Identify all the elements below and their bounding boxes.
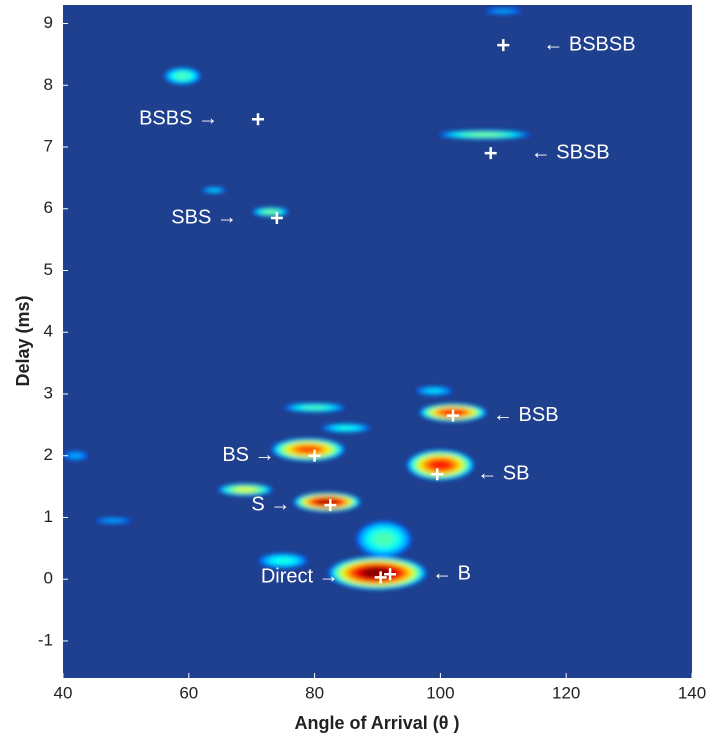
marker-plus bbox=[270, 212, 283, 225]
annotation-label: SBS → bbox=[171, 206, 237, 228]
x-tick-label: 140 bbox=[678, 683, 706, 702]
heat-blob bbox=[338, 426, 355, 430]
heat-blob bbox=[497, 10, 510, 13]
y-tick-label: 1 bbox=[44, 507, 53, 526]
marker-plus bbox=[324, 499, 337, 512]
y-tick-label: 7 bbox=[44, 136, 53, 155]
marker-plus bbox=[384, 568, 397, 581]
heat-blob bbox=[304, 406, 325, 410]
y-tick-label: -1 bbox=[38, 630, 53, 649]
y-axis-title: Delay (ms) bbox=[13, 295, 33, 386]
y-tick-label: 5 bbox=[44, 260, 53, 279]
heat-blob bbox=[428, 389, 441, 393]
annotation-label: ← BSB bbox=[493, 404, 559, 426]
x-tick-label: 60 bbox=[179, 683, 198, 702]
heat-blob bbox=[264, 210, 277, 214]
marker-plus bbox=[431, 468, 444, 481]
marker-plus bbox=[484, 147, 497, 160]
x-axis-title: Angle of Arrival (θ ) bbox=[294, 713, 459, 733]
x-tick-label: 120 bbox=[552, 683, 580, 702]
annotation-label: BSBS → bbox=[139, 108, 218, 130]
y-tick-label: 6 bbox=[44, 198, 53, 217]
x-tick-label: 80 bbox=[305, 683, 324, 702]
x-tick-label: 100 bbox=[426, 683, 454, 702]
heat-blob bbox=[107, 519, 120, 522]
heat-blob bbox=[429, 460, 452, 470]
y-tick-label: 3 bbox=[44, 383, 53, 402]
annotation-label: ← SBSB bbox=[531, 141, 610, 163]
y-tick-label: 8 bbox=[44, 75, 53, 94]
annotation-label: ← SB bbox=[477, 463, 529, 485]
annotation-label: ← B bbox=[432, 563, 471, 585]
annotation-label: Direct → bbox=[261, 566, 339, 588]
marker-plus bbox=[497, 39, 510, 52]
heat-blob bbox=[275, 558, 292, 564]
heat-blob bbox=[316, 498, 339, 506]
heat-blob bbox=[209, 189, 218, 192]
x-tick-label: 40 bbox=[54, 683, 73, 702]
heatmap bbox=[63, 8, 532, 591]
annotation-label: BS → bbox=[222, 444, 274, 466]
y-tick-label: 9 bbox=[44, 13, 53, 32]
axes: 40 60 80 100 120 140 -1 0 1 2 3 4 5 6 7 8 9 bbox=[38, 13, 706, 702]
y-tick-label: 2 bbox=[44, 445, 53, 464]
y-tick-label: 4 bbox=[44, 322, 53, 341]
y-tick-label: 0 bbox=[44, 569, 53, 588]
heat-blob bbox=[374, 533, 393, 545]
heat-blob bbox=[469, 133, 500, 137]
heat-blob bbox=[71, 454, 80, 458]
heat-blob bbox=[361, 567, 394, 579]
marker-plus bbox=[251, 113, 264, 126]
annotation-label: ← BSBSB bbox=[543, 33, 635, 55]
heat-blob bbox=[236, 487, 255, 492]
marker-plus bbox=[308, 449, 321, 462]
marker-plus bbox=[446, 409, 459, 422]
annotations: ← BSBSB BSBS → ← SBSB SBS → ← BSB BS → ← SB S →… bbox=[139, 33, 635, 587]
heat-blob bbox=[296, 445, 321, 454]
heat-blob bbox=[176, 73, 189, 79]
marker-plus bbox=[374, 571, 387, 584]
annotation-label: S → bbox=[251, 493, 290, 515]
